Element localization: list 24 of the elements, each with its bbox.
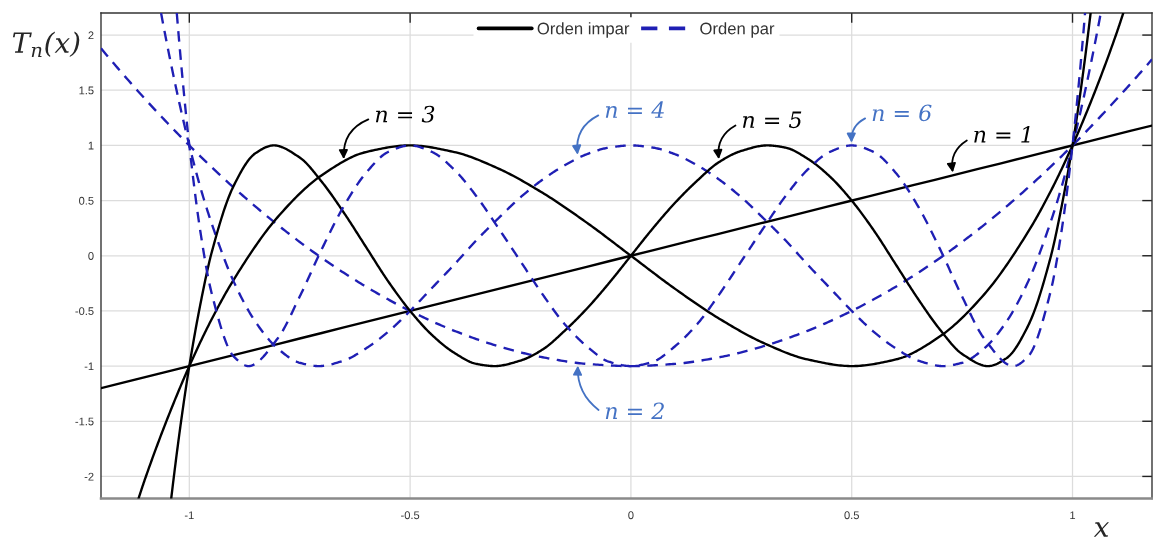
annotation: n = 4 (605, 101, 664, 118)
x-tick-label: 1 (1070, 511, 1076, 520)
y-tick-label: 0.5 (79, 196, 94, 205)
x-tick-label: -1 (184, 511, 194, 520)
y-tick-label: 1.5 (79, 86, 94, 95)
y-axis-title: T$_{n}$(x) (12, 31, 80, 58)
legend-label: Orden impar (537, 22, 630, 38)
y-tick-label: 1 (88, 141, 94, 150)
x-axis-title: x (1093, 522, 1109, 537)
y-tick-label: -0.5 (75, 307, 94, 316)
x-tick-label: -0.5 (401, 511, 420, 520)
annotation: n = 6 (872, 104, 932, 122)
annotation: n = 3 (375, 105, 435, 123)
y-tick-label: -1 (84, 362, 94, 371)
x-tick-label: 0.5 (844, 511, 859, 520)
x-tick-label: 0 (628, 511, 634, 520)
annotation: n = 5 (742, 111, 802, 129)
annotation: n = 1 (974, 125, 1030, 143)
y-tick-label: 0 (88, 252, 94, 260)
y-tick-label: 2 (88, 31, 94, 40)
legend-label: Orden par (700, 22, 775, 38)
y-tick-label: -1.5 (75, 417, 94, 426)
annotation: n = 2 (605, 402, 664, 419)
y-tick-label: -2 (84, 472, 94, 481)
